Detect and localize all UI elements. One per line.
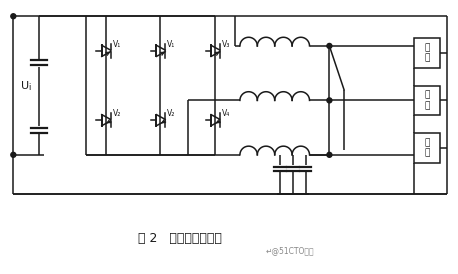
Text: V₄: V₄ [222,109,230,118]
Circle shape [11,14,16,19]
Circle shape [327,98,332,103]
Text: 图 2   总体系统电路图: 图 2 总体系统电路图 [138,232,222,246]
Text: 负
载: 负 载 [424,138,430,158]
Bar [414,38,440,68]
Circle shape [327,152,332,157]
Text: V₃: V₃ [222,40,230,49]
Text: ↵@51CTO博客: ↵@51CTO博客 [265,246,314,255]
Bar [414,85,440,115]
Text: V₁: V₁ [167,40,175,49]
Circle shape [327,44,332,48]
Text: U: U [21,81,29,90]
Text: 负
载: 负 载 [424,43,430,62]
Text: V₂: V₂ [167,109,175,118]
Bar [414,133,440,163]
Circle shape [11,152,16,157]
Text: V₁: V₁ [113,40,121,49]
Text: 负
载: 负 载 [424,91,430,110]
Text: i: i [28,83,30,92]
Text: V₂: V₂ [113,109,121,118]
